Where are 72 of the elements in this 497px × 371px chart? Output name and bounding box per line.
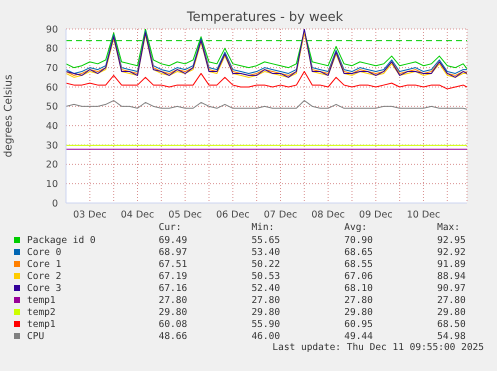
legend-label: temp2 (27, 306, 56, 318)
legend-label: Package id 0 (27, 234, 96, 246)
text: Max: (437, 222, 460, 233)
text: 67.51 (158, 258, 188, 270)
text: 52.40 (251, 282, 280, 294)
text: 70.90 (344, 234, 373, 246)
text: 50.22 (251, 258, 280, 270)
y-tick-label: 70 (46, 63, 58, 74)
text: 27.80 (344, 294, 373, 306)
text: 91.89 (437, 258, 466, 270)
legend-label: Core 2 (27, 270, 62, 282)
line-series (66, 71, 467, 90)
text: 55.90 (251, 318, 280, 330)
text: 68.50 (437, 318, 466, 330)
text: 46.00 (251, 330, 280, 342)
y-axis-title: degrees Celsius (2, 74, 15, 158)
x-tick-label: 05 Dec (168, 210, 202, 221)
legend-label: Core 1 (27, 258, 62, 270)
text: 68.65 (344, 246, 373, 258)
y-tick-label: 10 (46, 179, 58, 190)
text: 49.44 (344, 330, 373, 342)
text: 90.97 (437, 282, 466, 294)
text: Last update: Thu Dec 11 09:55:00 2025 (272, 342, 484, 353)
y-tick-label: 40 (46, 121, 58, 132)
legend-label: Core 0 (27, 246, 62, 258)
text: 67.16 (158, 282, 188, 294)
y-tick-label: 50 (46, 102, 58, 113)
text: 67.19 (158, 270, 188, 282)
legend-label: Core 3 (27, 282, 62, 294)
text: 68.55 (344, 258, 373, 270)
text: 50.53 (251, 270, 280, 282)
text: 29.80 (344, 306, 373, 318)
text: 55.65 (251, 234, 280, 246)
x-tick-label: 06 Dec (216, 210, 250, 221)
x-tick-label: 10 Dec (406, 210, 440, 221)
text: 54.98 (437, 330, 466, 342)
text: 92.95 (437, 234, 466, 246)
text: 60.95 (344, 318, 373, 330)
y-tick-label: 0 (52, 198, 58, 210)
text: 29.80 (158, 306, 188, 318)
y-tick-label: 60 (46, 82, 58, 94)
text: 48.66 (158, 330, 188, 342)
text: Avg: (344, 222, 368, 233)
legend-label: CPU (27, 330, 44, 342)
text: 29.80 (251, 306, 280, 318)
text: 27.80 (251, 294, 280, 306)
text: 68.97 (158, 246, 188, 258)
chart-title: Temperatures - by week (186, 10, 344, 25)
text: 27.80 (437, 294, 466, 306)
y-tick-label: 20 (46, 160, 58, 171)
text: Cur: (158, 222, 182, 233)
text: 68.10 (344, 282, 373, 294)
line-series (66, 100, 467, 110)
text: Min: (251, 222, 274, 233)
y-tick-label: 80 (46, 44, 58, 55)
legend-label: temp1 (27, 318, 56, 330)
x-tick-label: 07 Dec (264, 210, 298, 221)
text: 92.92 (437, 246, 466, 258)
x-tick-label: 03 Dec (73, 210, 107, 221)
text: 69.49 (158, 234, 188, 246)
x-tick-label: 09 Dec (359, 210, 393, 221)
text: 60.08 (158, 318, 188, 330)
legend-label: temp1 (27, 294, 56, 306)
text: 53.40 (251, 246, 280, 258)
text: 88.94 (437, 270, 466, 282)
y-tick-label: 90 (46, 24, 58, 36)
x-tick-label: 08 Dec (311, 210, 345, 221)
text: 29.80 (437, 306, 466, 318)
text: 67.06 (344, 270, 373, 282)
text: 27.80 (158, 294, 188, 306)
x-tick-label: 04 Dec (120, 210, 154, 221)
y-tick-label: 30 (46, 140, 58, 152)
